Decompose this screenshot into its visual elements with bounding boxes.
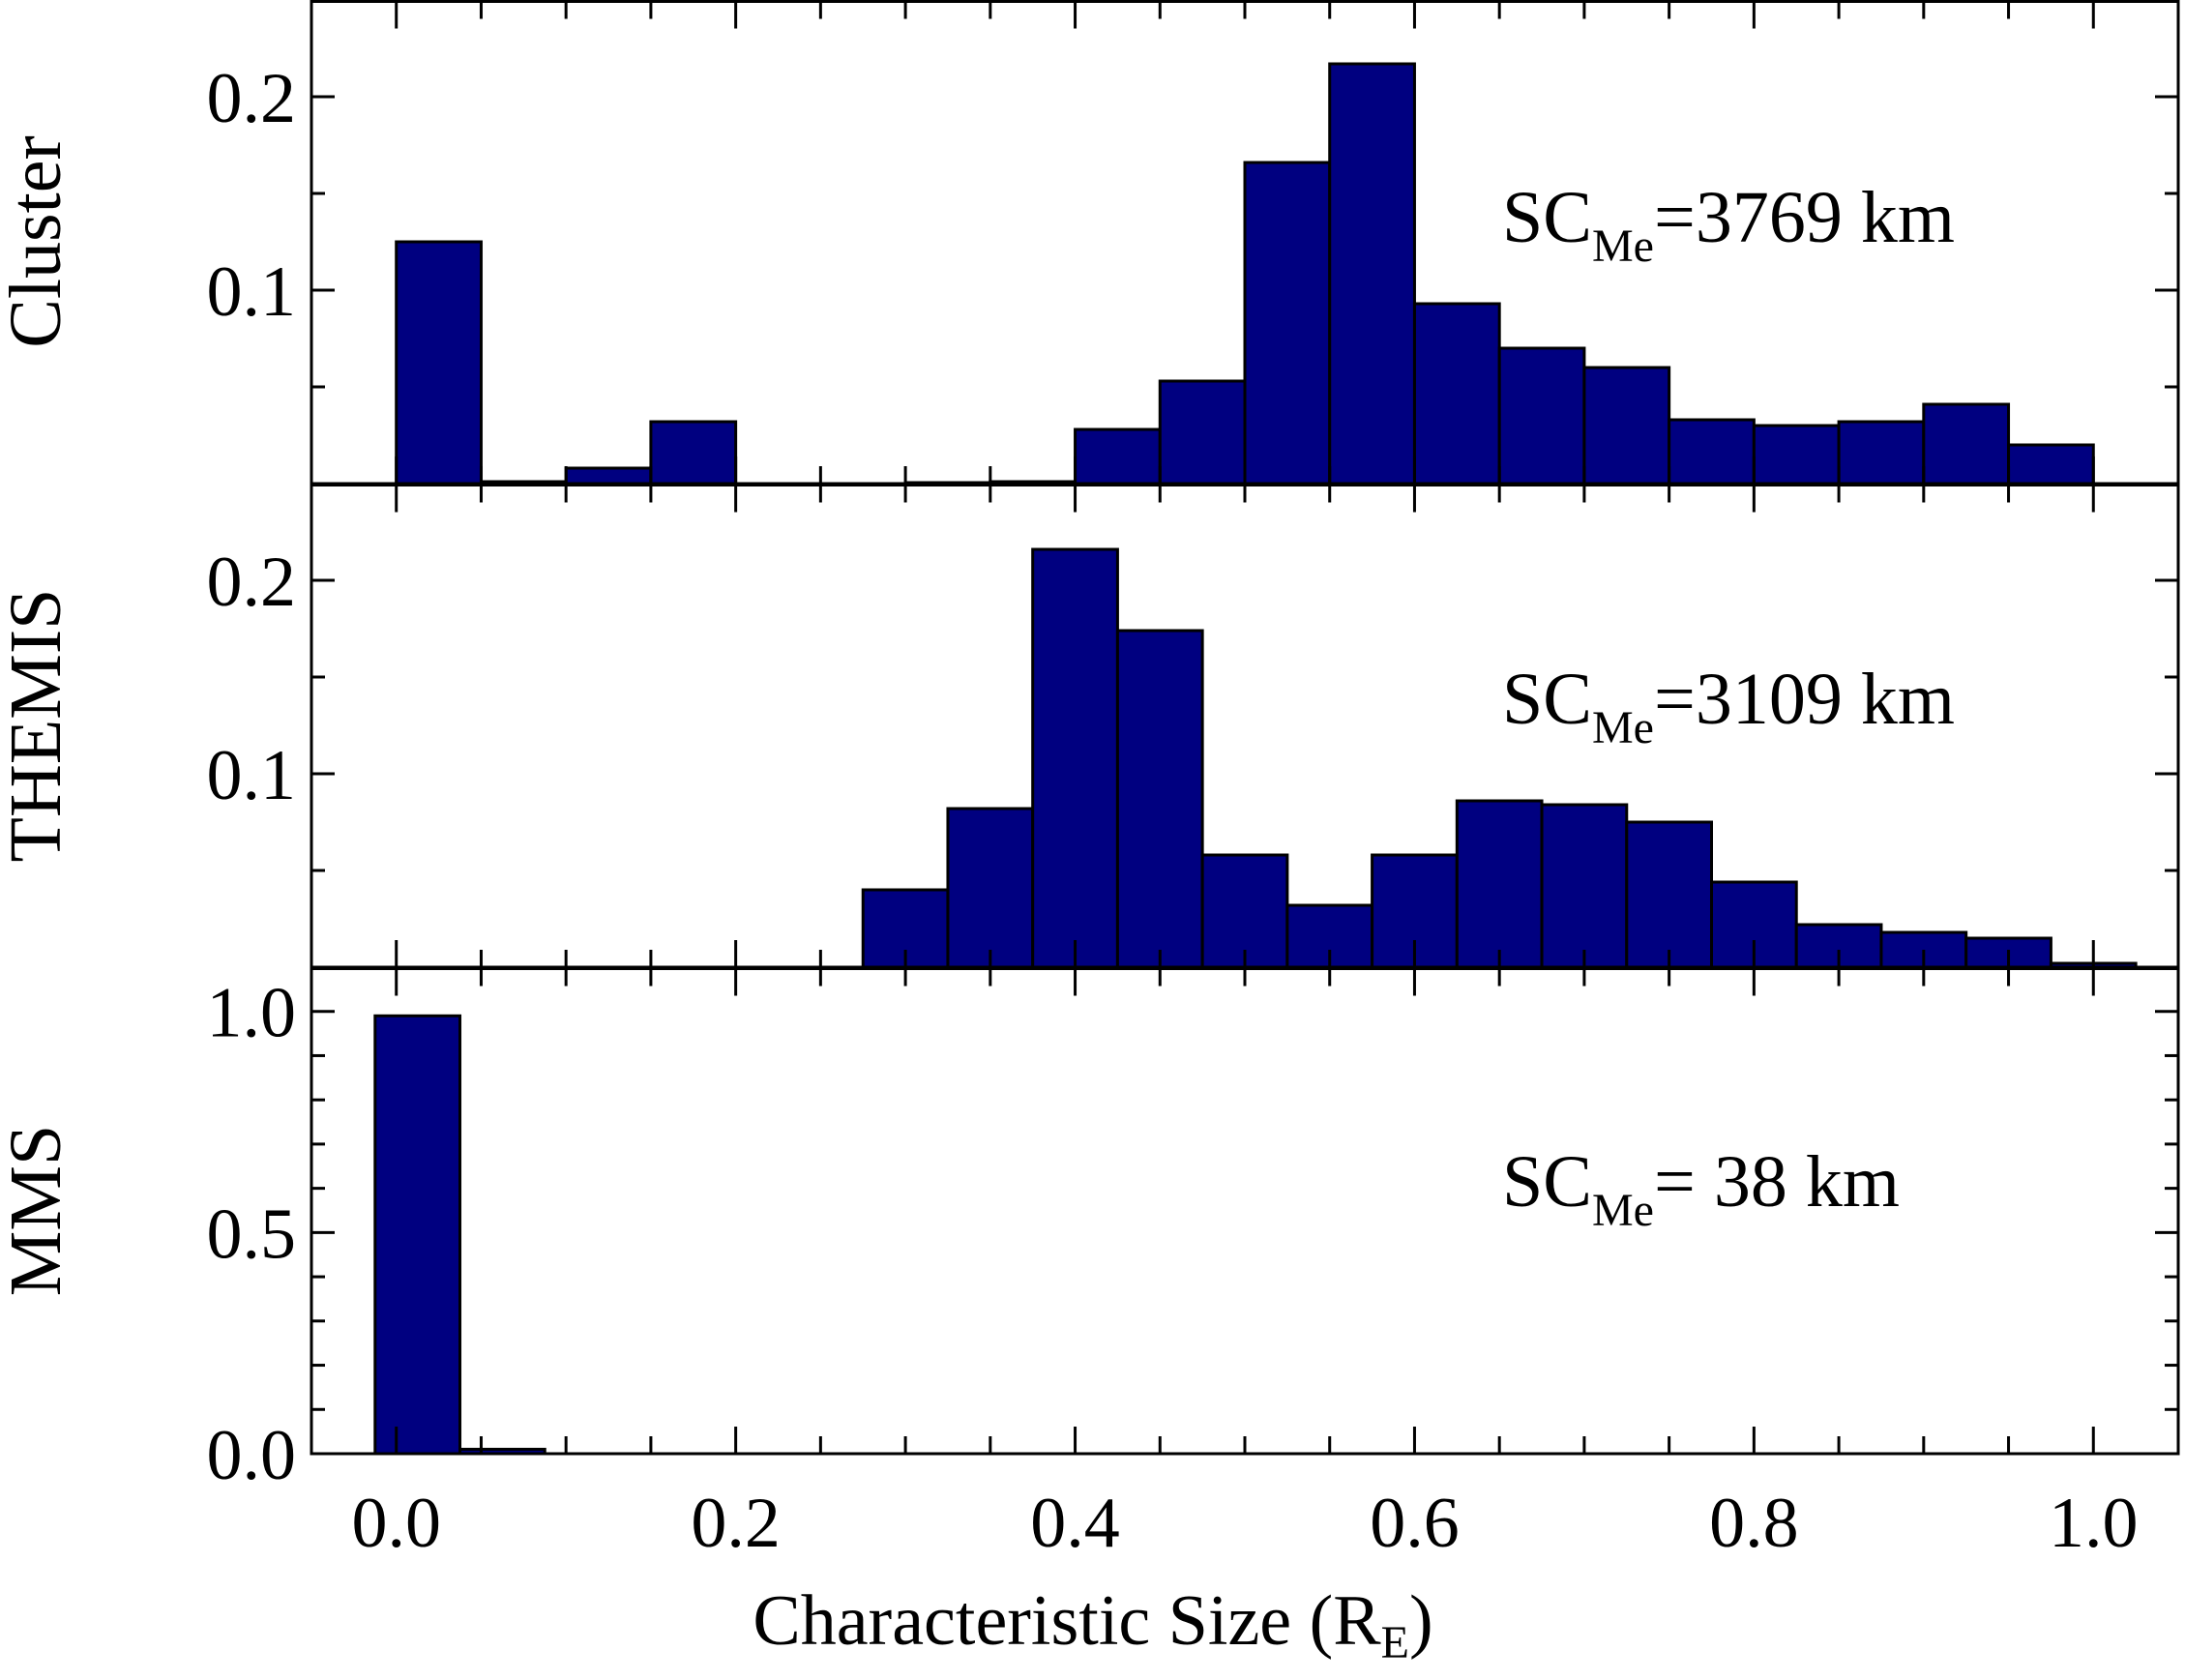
y-axis-label-mms: MMS [0,1125,76,1296]
bar-cluster-16 [1752,424,1841,486]
x-tick-label-1: 0.2 [691,1484,781,1563]
bar-cluster-14 [1582,366,1671,486]
annotation-themis: SCMe=3109 km [1502,659,1955,753]
y-tick-label-mms-1: 0.5 [207,1194,297,1274]
bar-cluster-15 [1668,418,1756,486]
bar-themis-1 [946,807,1035,969]
x-tick-label-5: 1.0 [2049,1484,2139,1563]
bar-cluster-13 [1497,346,1586,486]
x-tick-label-3: 0.6 [1370,1484,1460,1563]
y-axis-label-themis: THEMIS [0,589,76,863]
text-layer: 0.1 0.2 Cluster SCMe=3769 km 0.1 0.2 THEMIS SCM… [0,59,2139,1563]
bar-cluster-9 [1158,379,1247,486]
x-tick-label-2: 0.4 [1030,1484,1120,1563]
bar-cluster-2 [564,466,653,486]
bar-cluster-12 [1412,302,1501,486]
bar-cluster-8 [1074,427,1162,486]
bar-cluster-11 [1328,62,1416,486]
bar-themis-9 [1625,820,1713,969]
y-tick-label-cluster-1: 0.2 [207,59,297,138]
y-axis-label-cluster: Cluster [0,135,76,348]
bar-cluster-10 [1243,161,1332,486]
bar-themis-2 [1031,547,1119,969]
bar-cluster-0 [395,240,483,486]
bar-cluster-17 [1837,420,1926,486]
y-tick-label-themis-1: 0.2 [207,543,297,622]
bar-mms-0 [373,1014,462,1456]
bar-themis-8 [1540,803,1629,969]
x-tick-label-0: 0.0 [351,1484,441,1563]
y-tick-label-mms-2: 1.0 [207,974,297,1053]
annotation-mms: SCMe= 38 km [1502,1141,1900,1236]
y-tick-label-cluster-0: 0.1 [207,252,297,332]
bars-layer [373,62,2138,1456]
bar-cluster-19 [2007,443,2095,486]
axes-layer [310,0,2180,1456]
x-axis-label: Characteristic Size (RE) [753,1581,1432,1668]
bar-cluster-18 [1922,402,2011,486]
bar-themis-7 [1455,799,1544,969]
bar-themis-3 [1115,629,1204,969]
y-tick-label-themis-0: 0.1 [207,736,297,815]
y-tick-label-mms-0: 0.0 [207,1416,297,1495]
x-tick-label-4: 0.8 [1709,1484,1799,1563]
annotation-cluster: SCMe=3769 km [1502,177,1955,272]
bar-cluster-3 [649,420,738,486]
